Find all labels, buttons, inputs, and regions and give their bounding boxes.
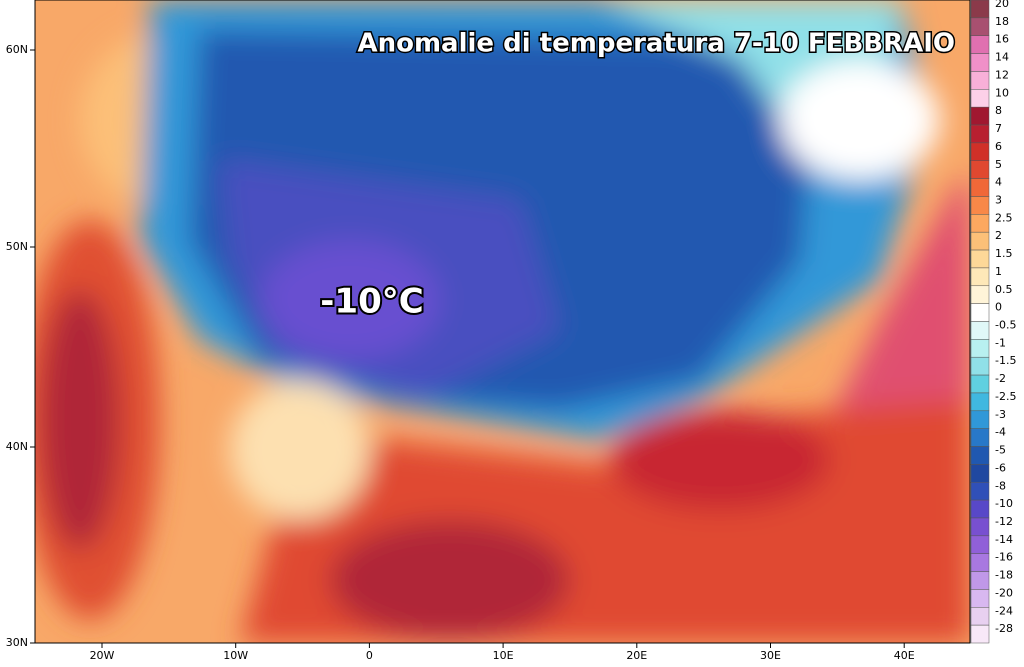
legend-label: 3 [995, 193, 1002, 206]
legend-swatch [970, 0, 990, 19]
legend-label: -4 [995, 426, 1006, 439]
legend-swatch [970, 71, 990, 90]
legend-swatch [970, 339, 990, 358]
legend-swatch [970, 499, 990, 519]
legend-swatch [970, 196, 990, 215]
longitude-label: 20W [90, 649, 115, 662]
legend-swatch [970, 535, 990, 554]
color-legend: 20 18 16 14 12 10 8 7 6 5 4 3 2.5 2 1.5 1 0.5 0 -0.5 -1 -1.5… [970, 0, 1016, 644]
longitude-label: 0 [366, 649, 373, 662]
legend-swatch [970, 446, 990, 465]
legend-swatch [970, 517, 990, 537]
legend-label: 2.5 [995, 211, 1013, 224]
legend-label: -2.5 [995, 390, 1016, 403]
latitude-label: 30N [6, 636, 28, 649]
legend-label: -1 [995, 336, 1006, 349]
legend-swatch [970, 160, 990, 179]
legend-swatch [970, 35, 990, 54]
legend-swatch [970, 303, 990, 322]
legend-swatch [970, 553, 990, 572]
legend-label: -2 [995, 372, 1006, 385]
legend-label: 8 [995, 104, 1002, 117]
legend-swatch [970, 392, 990, 412]
legend-label: -3 [995, 408, 1006, 421]
longitude-label: 10E [493, 649, 514, 662]
latitude-label: 40N [6, 440, 28, 453]
legend-swatch [970, 410, 990, 429]
legend-swatch [970, 214, 990, 233]
longitude-label: 40E [894, 649, 915, 662]
legend-label: 2 [995, 229, 1002, 242]
longitude-label: 20E [626, 649, 647, 662]
legend-swatch [970, 482, 990, 501]
map-title: Anomalie di temperatura 7-10 FEBBRAIO [357, 29, 955, 59]
latitude-label: 60N [6, 43, 28, 56]
legend-swatch [970, 53, 990, 72]
legend-label: 6 [995, 140, 1002, 153]
legend-label: -16 [995, 551, 1013, 564]
legend-label: 14 [995, 51, 1009, 64]
legend-swatch [970, 428, 990, 447]
legend-swatch [970, 89, 990, 108]
legend-label: 16 [995, 33, 1009, 46]
legend-label: 12 [995, 68, 1009, 81]
legend-swatch [970, 356, 990, 376]
longitude-label: 30E [760, 649, 781, 662]
legend-label: 20 [995, 0, 1009, 10]
latitude-label: 50N [6, 240, 28, 253]
legend-swatch [970, 267, 990, 287]
legend-swatch [970, 464, 990, 483]
map-field [35, 0, 970, 643]
map-frame [34, 0, 971, 644]
legend-label: -6 [995, 461, 1006, 474]
legend-swatch [970, 178, 990, 197]
legend-label: -14 [995, 533, 1013, 546]
annotation: -10°C [320, 282, 423, 322]
legend-swatch [970, 624, 990, 644]
legend-label: -18 [995, 569, 1013, 582]
legend-swatch [970, 285, 990, 304]
legend-label: -8 [995, 479, 1006, 492]
legend-label: -5 [995, 444, 1006, 457]
legend-label: -20 [995, 586, 1013, 599]
legend-swatch [970, 571, 990, 590]
latitude-axis: 60N 50N 40N 30N [6, 43, 35, 649]
legend-swatch [970, 249, 990, 269]
legend-label: 4 [995, 176, 1002, 189]
legend-label: 5 [995, 158, 1002, 171]
legend-label: 0.5 [995, 283, 1013, 296]
legend-swatch [970, 124, 990, 144]
legend-label: 0 [995, 301, 1002, 314]
legend-swatch [970, 17, 990, 36]
legend-swatch [970, 231, 990, 251]
legend-swatch [970, 607, 990, 626]
legend-label: 1.5 [995, 247, 1013, 260]
legend-label: -12 [995, 515, 1013, 528]
longitude-label: 10W [223, 649, 248, 662]
legend-label: -10 [995, 497, 1013, 510]
legend-label: 18 [995, 15, 1009, 28]
legend-label: -24 [995, 604, 1013, 617]
legend-label: 10 [995, 86, 1009, 99]
legend-swatch [970, 321, 990, 340]
longitude-axis: 20W 10W 0 10E 20E 30E 40E [90, 643, 915, 662]
legend-swatch [970, 374, 990, 394]
legend-swatch [970, 589, 990, 608]
legend-label: -0.5 [995, 319, 1016, 332]
legend-label: -28 [995, 622, 1013, 635]
legend-label: 1 [995, 265, 1002, 278]
legend-swatch [970, 142, 990, 161]
legend-label: -1.5 [995, 354, 1016, 367]
legend-label: 7 [995, 122, 1002, 135]
legend-swatch [970, 106, 990, 126]
